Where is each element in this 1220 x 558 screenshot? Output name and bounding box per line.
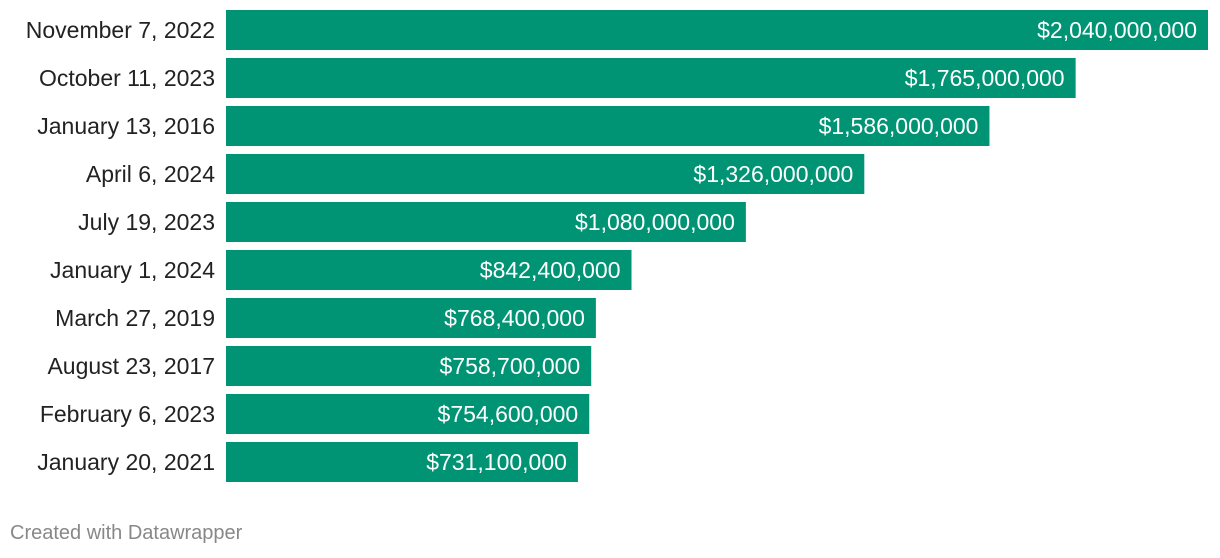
value-label: $1,326,000,000 (693, 161, 853, 187)
bar (226, 298, 596, 338)
value-label: $1,765,000,000 (905, 65, 1065, 91)
value-label: $1,080,000,000 (575, 209, 735, 235)
category-label: January 13, 2016 (37, 113, 215, 139)
bar-chart: November 7, 2022 $2,040,000,000 October 11… (26, 10, 1208, 482)
category-label: April 6, 2024 (86, 161, 215, 187)
bar (226, 394, 590, 434)
category-label: January 20, 2021 (37, 449, 215, 475)
category-label: July 19, 2023 (78, 209, 215, 235)
bar (226, 106, 990, 146)
category-label: August 23, 2017 (47, 353, 215, 379)
credit-footer: Created with Datawrapper (10, 522, 243, 544)
bar (226, 442, 578, 482)
bar (226, 346, 592, 386)
bar (226, 58, 1076, 98)
bar (226, 10, 1208, 50)
category-label: February 6, 2023 (40, 401, 215, 427)
value-label: $758,700,000 (440, 353, 581, 379)
bar (226, 202, 746, 242)
category-label: March 27, 2019 (55, 305, 215, 331)
category-label: November 7, 2022 (26, 17, 215, 43)
value-label: $2,040,000,000 (1037, 17, 1197, 43)
value-label: $754,600,000 (438, 401, 579, 427)
value-label: $731,100,000 (426, 449, 567, 475)
category-label: October 11, 2023 (39, 65, 215, 91)
bar (226, 250, 632, 290)
bar (226, 154, 865, 194)
value-label: $1,586,000,000 (819, 113, 979, 139)
value-label: $768,400,000 (444, 305, 585, 331)
category-label: January 1, 2024 (50, 257, 215, 283)
value-label: $842,400,000 (480, 257, 621, 283)
